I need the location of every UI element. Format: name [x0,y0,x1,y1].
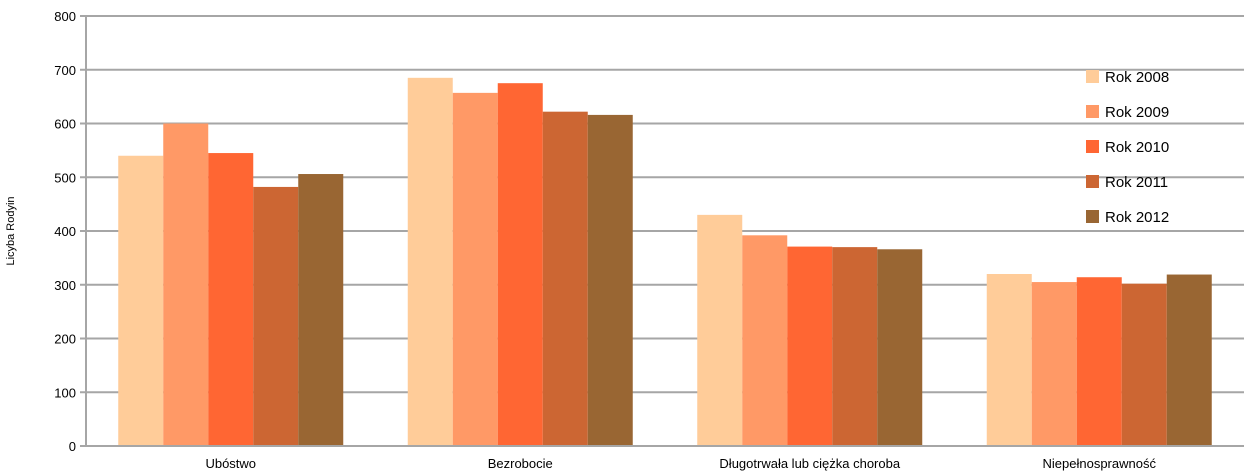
bars [118,77,1212,447]
y-tick-label: 300 [54,278,76,293]
y-tick-label: 500 [54,170,76,185]
x-axis: Ubóstwo Bezrobocie Długotrwała lub ciężka … [86,445,1244,471]
bar [253,186,299,447]
bar [497,83,543,446]
bar [877,249,923,446]
bar [832,247,878,446]
y-tick-label: 200 [54,332,76,347]
legend-swatch [1086,70,1099,83]
y-tick-label: 400 [54,224,76,239]
y-tick-label: 600 [54,117,76,132]
bar [1121,283,1167,446]
x-tick-label: Ubóstwo [205,456,256,471]
legend-label: Rok 2009 [1105,104,1169,121]
legend-swatch [1086,105,1099,118]
bar [542,111,588,447]
y-axis: 0 100 200 300 400 500 600 700 800 [54,9,87,454]
bar [1031,282,1077,446]
legend-swatch [1086,140,1099,153]
bar [1166,274,1212,446]
legend: Rok 2008 Rok 2009 Rok 2010 Rok 2011 Rok 2012 [1086,69,1169,226]
y-tick-label: 800 [54,9,76,24]
y-tick-label: 100 [54,385,76,400]
x-tick-label: Bezrobocie [488,456,553,471]
bar [787,246,833,446]
bar [452,92,498,447]
x-tick-label: Niepełnosprawność [1043,456,1157,471]
legend-swatch [1086,175,1099,188]
legend-label: Rok 2012 [1105,209,1169,226]
bar [742,235,788,446]
legend-label: Rok 2011 [1105,174,1168,191]
legend-swatch [1086,210,1099,223]
bar [118,155,164,446]
bar [986,274,1032,446]
bar [1076,277,1122,446]
bar [697,214,743,446]
legend-label: Rok 2010 [1105,139,1169,156]
bar [208,153,254,446]
bar [407,77,453,446]
x-tick-label: Długotrwała lub ciężka choroba [719,456,900,471]
y-axis-label: Licyba Rodyin [5,196,17,265]
bar [587,114,633,447]
y-tick-label: 0 [69,439,76,454]
y-tick-label: 700 [54,63,76,78]
legend-label: Rok 2008 [1105,69,1169,86]
bar [298,174,344,446]
bar [163,123,209,446]
